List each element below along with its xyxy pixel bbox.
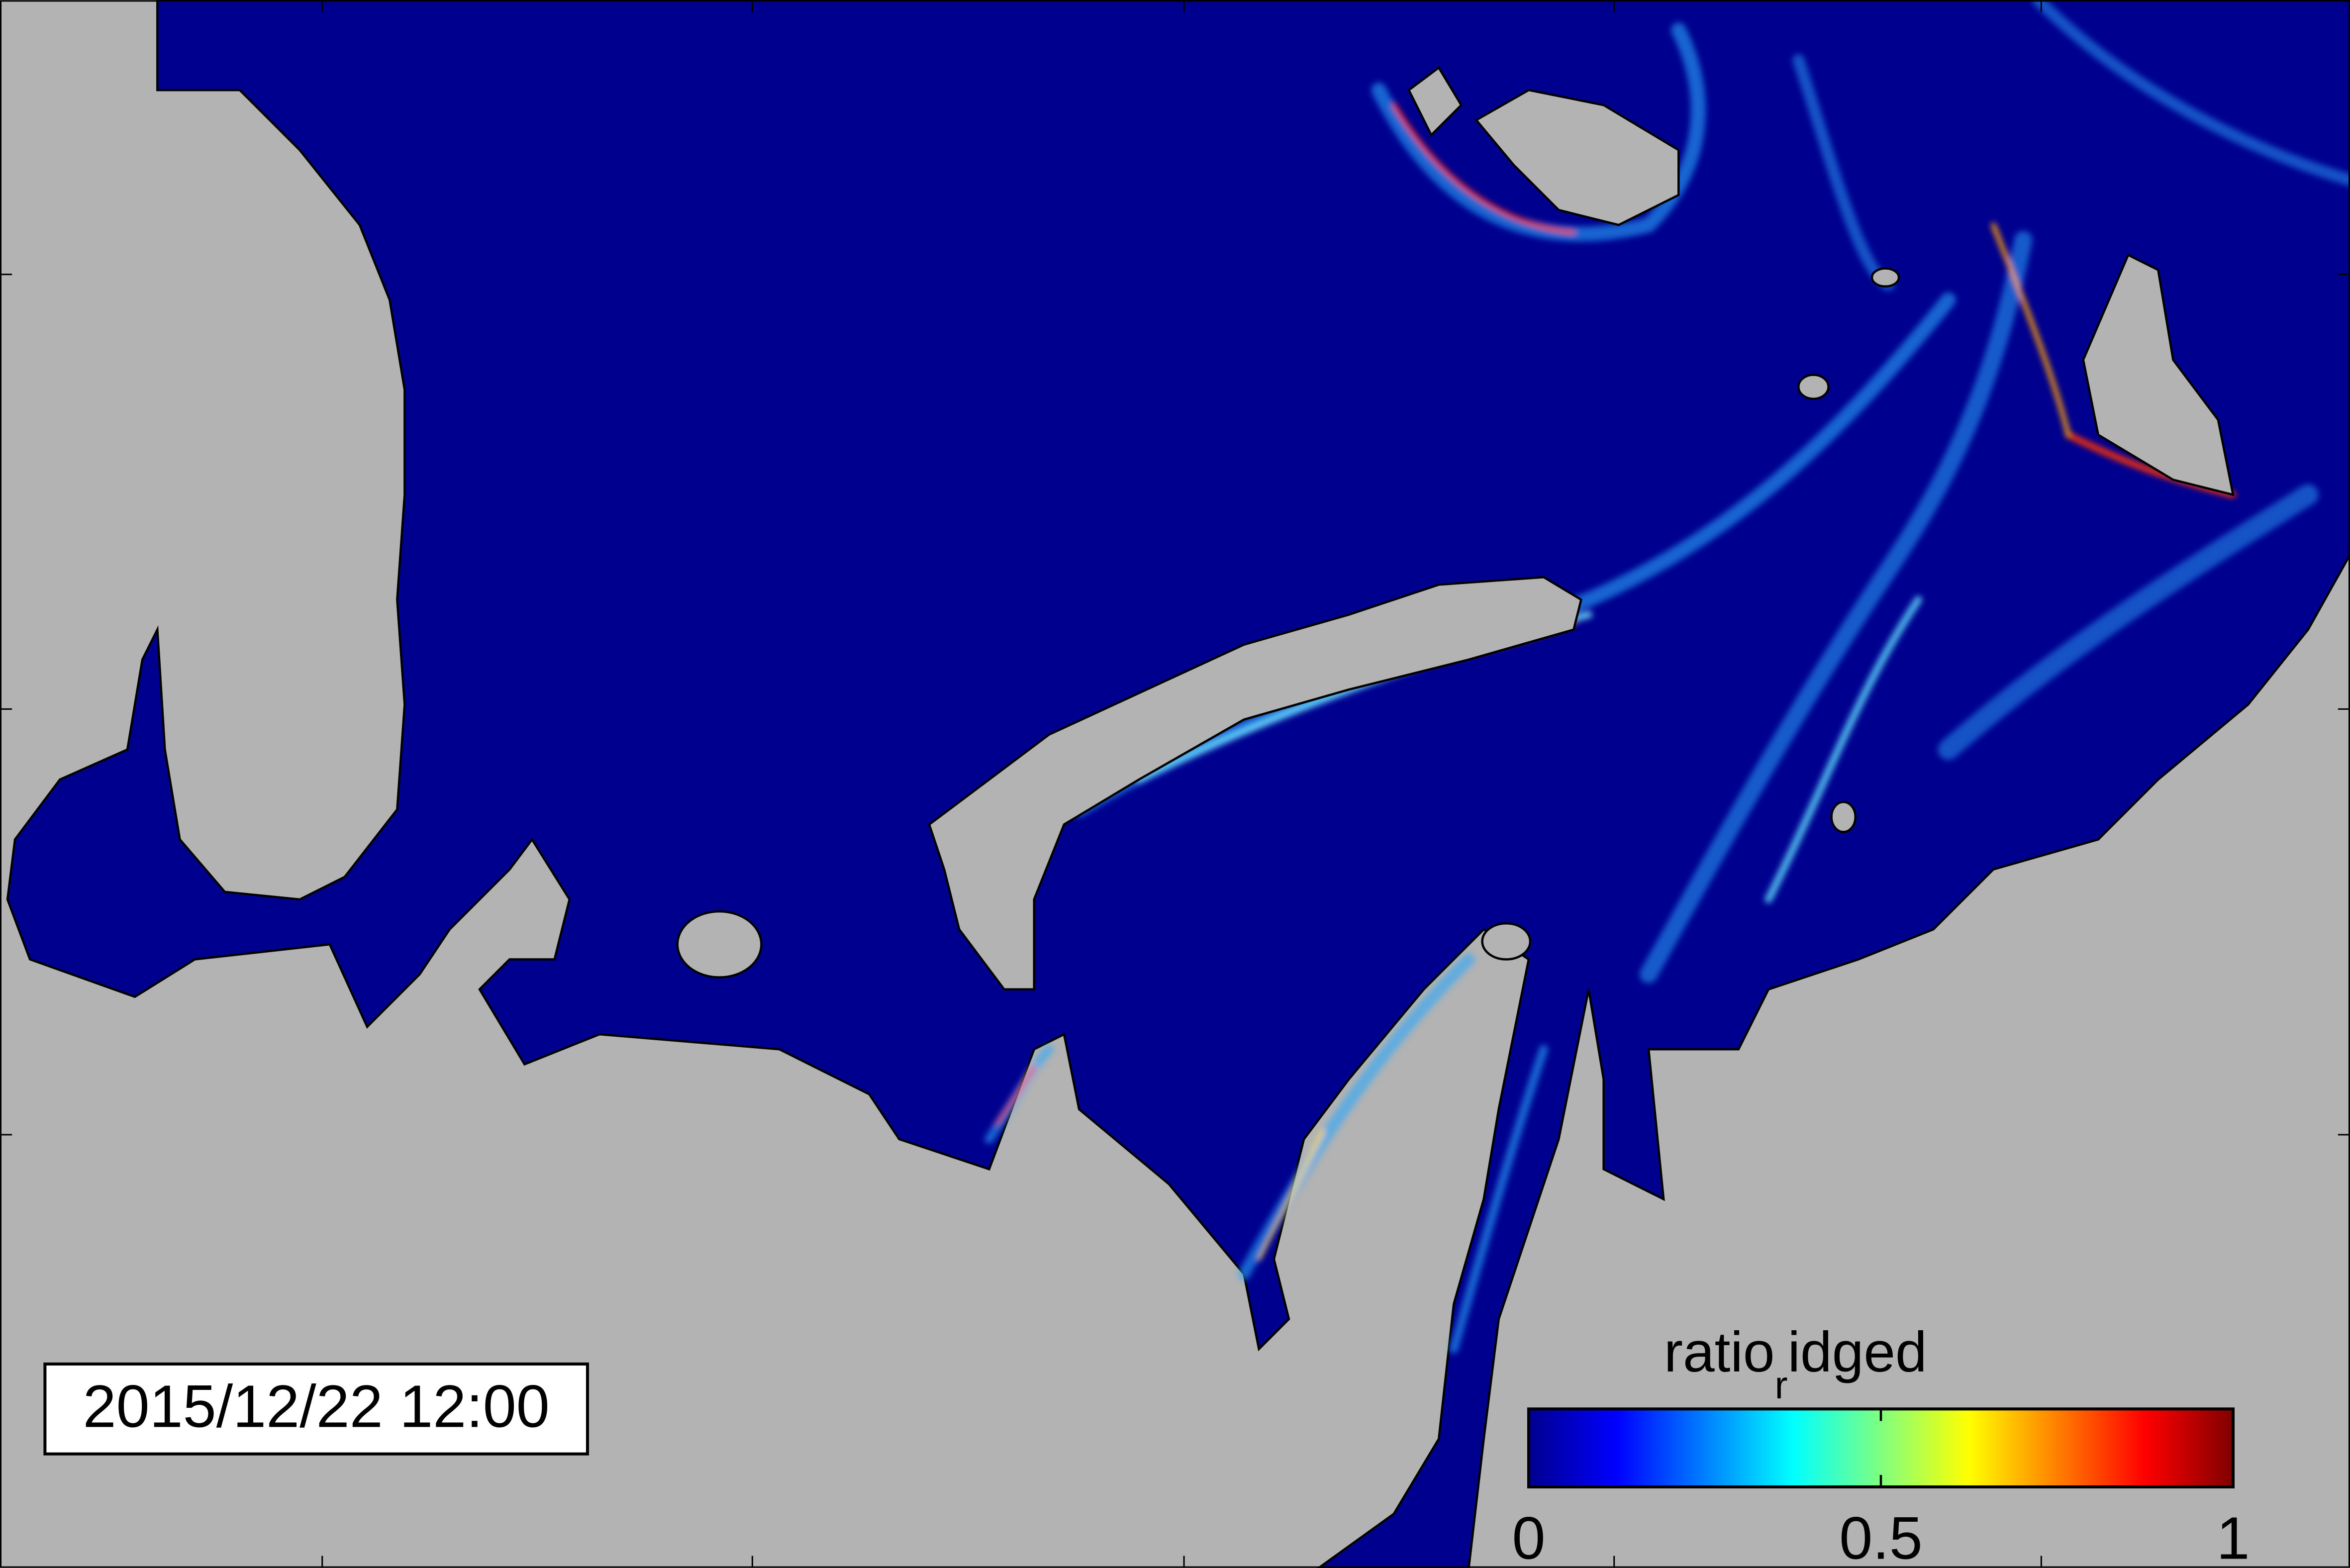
colorbar-label-main: ratio (1664, 1320, 1775, 1384)
colorbar-tick-label: 0.5 (1839, 1505, 1923, 1568)
colorbar (1527, 1407, 2235, 1488)
colorbar-tick-label: 1 (2216, 1505, 2250, 1568)
colorbar-ticks: 0 0.5 1 (1512, 1409, 2250, 1568)
islands (676, 66, 2235, 991)
timestamp: 2015/12/22 12:00 (83, 1372, 550, 1440)
colorbar-label: ratioridged (1664, 1320, 1927, 1407)
colorbar-label-rest: idged (1788, 1320, 1927, 1384)
colorbar-label-subscript: r (1775, 1363, 1788, 1407)
colorbar-tick-label: 0 (1512, 1505, 1545, 1568)
sea (6, 0, 2350, 1568)
timestamp-box (43, 1362, 589, 1456)
